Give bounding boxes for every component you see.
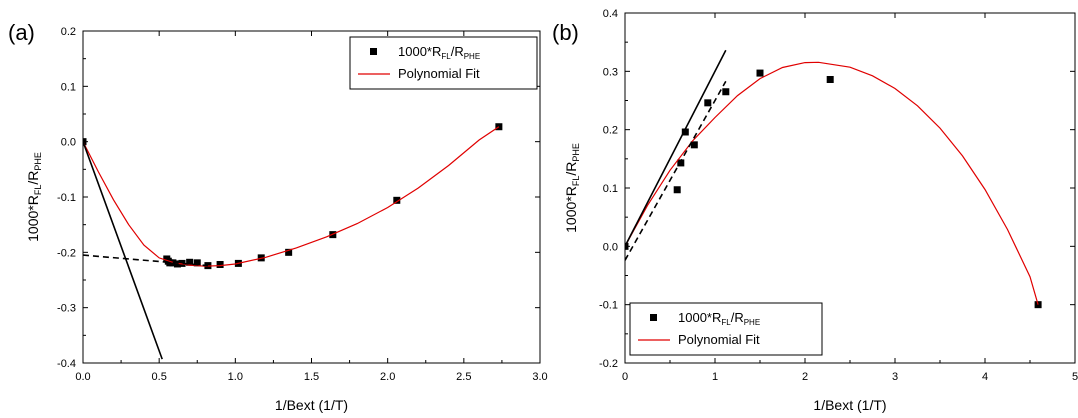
y-tick-label: -0.4 [57,358,76,370]
plot-frame [82,30,541,364]
dashed-tangent-line [83,254,208,267]
data-point [756,69,764,77]
legend-label: 1000*RFL/RPHE [398,44,480,61]
plot-frame [624,12,1076,364]
polynomial-fit-line [625,61,1039,305]
x-tick-label: 1.5 [304,371,319,383]
legend-label: Polynomial Fit [398,66,480,81]
plot-area [83,123,503,360]
plot-area [625,49,1042,309]
x-axis-label: 1/Bext (1/T) [275,397,348,413]
panel-label: (b) [552,20,579,45]
data-point [722,88,730,96]
solid-tangent-line [83,141,163,360]
y-tick-label: -0.2 [599,358,618,370]
solid-tangent-line [625,49,727,247]
data-point [704,99,712,107]
x-axis-label: 1/Bext (1/T) [813,397,886,413]
dashed-tangent-line [625,80,727,261]
panel-b: (b) 0 1 2 3 4 5 -0.2 -0.1 0.0 0.1 0.2 0.3 0.4 1/Bext (… [552,8,1078,413]
x-tick-label: 3 [892,371,898,383]
y-tick-label: 0.1 [603,183,618,195]
y-tick-label: 0.1 [61,81,76,93]
data-point [173,260,181,268]
x-tick-label: 0.0 [75,371,90,383]
x-tick-label: 2.5 [456,371,471,383]
y-tick-label: 0.0 [61,137,76,149]
data-point [83,138,87,146]
y-tick-label: -0.2 [57,247,76,259]
x-tick-label: 4 [982,371,988,383]
x-tick-label: 1 [712,371,718,383]
legend-label: 1000*RFL/RPHE [678,310,760,327]
data-point [690,141,698,149]
data-point [393,196,401,204]
legend-marker [370,48,377,55]
data-point [216,261,224,269]
legend-box [629,302,823,356]
panel-label: (a) [8,20,35,45]
y-tick-label: 0.4 [603,8,618,20]
x-tick-label: 5 [1072,371,1078,383]
y-tick-label: -0.3 [57,303,76,315]
y-axis-label: 1000*RFL/RPHE [563,143,581,233]
y-tick-label: 0.3 [603,66,618,78]
data-point [826,76,834,83]
polynomial-fit-line [83,126,500,267]
y-tick-label: 0.2 [61,26,76,38]
data-point [285,248,293,256]
data-point [677,159,685,167]
legend-box [349,36,538,90]
y-tick-label: 0.0 [603,241,618,253]
y-tick-label: -0.1 [57,192,76,204]
x-tick-label: 2.0 [380,371,395,383]
panel-a: (a) 0.0 0.5 1.0 1.5 2.0 2.5 3.0 -0.4 -0.3 -0.2 -0.1… [8,20,548,413]
x-tick-label: 0.5 [152,371,167,383]
x-tick-label: 3.0 [532,371,547,383]
data-point [193,259,201,267]
y-tick-label: -0.1 [599,300,618,312]
data-point [681,128,689,136]
x-tick-label: 2 [802,371,808,383]
y-axis-label: 1000*RFL/RPHE [25,152,43,242]
x-tick-label: 0 [622,371,628,383]
x-tick-label: 1.0 [228,371,243,383]
data-point [625,242,629,250]
legend-marker [650,314,657,321]
data-point [186,258,194,266]
data-point [673,186,681,194]
y-tick-label: 0.2 [603,125,618,137]
legend-label: Polynomial Fit [678,332,760,347]
